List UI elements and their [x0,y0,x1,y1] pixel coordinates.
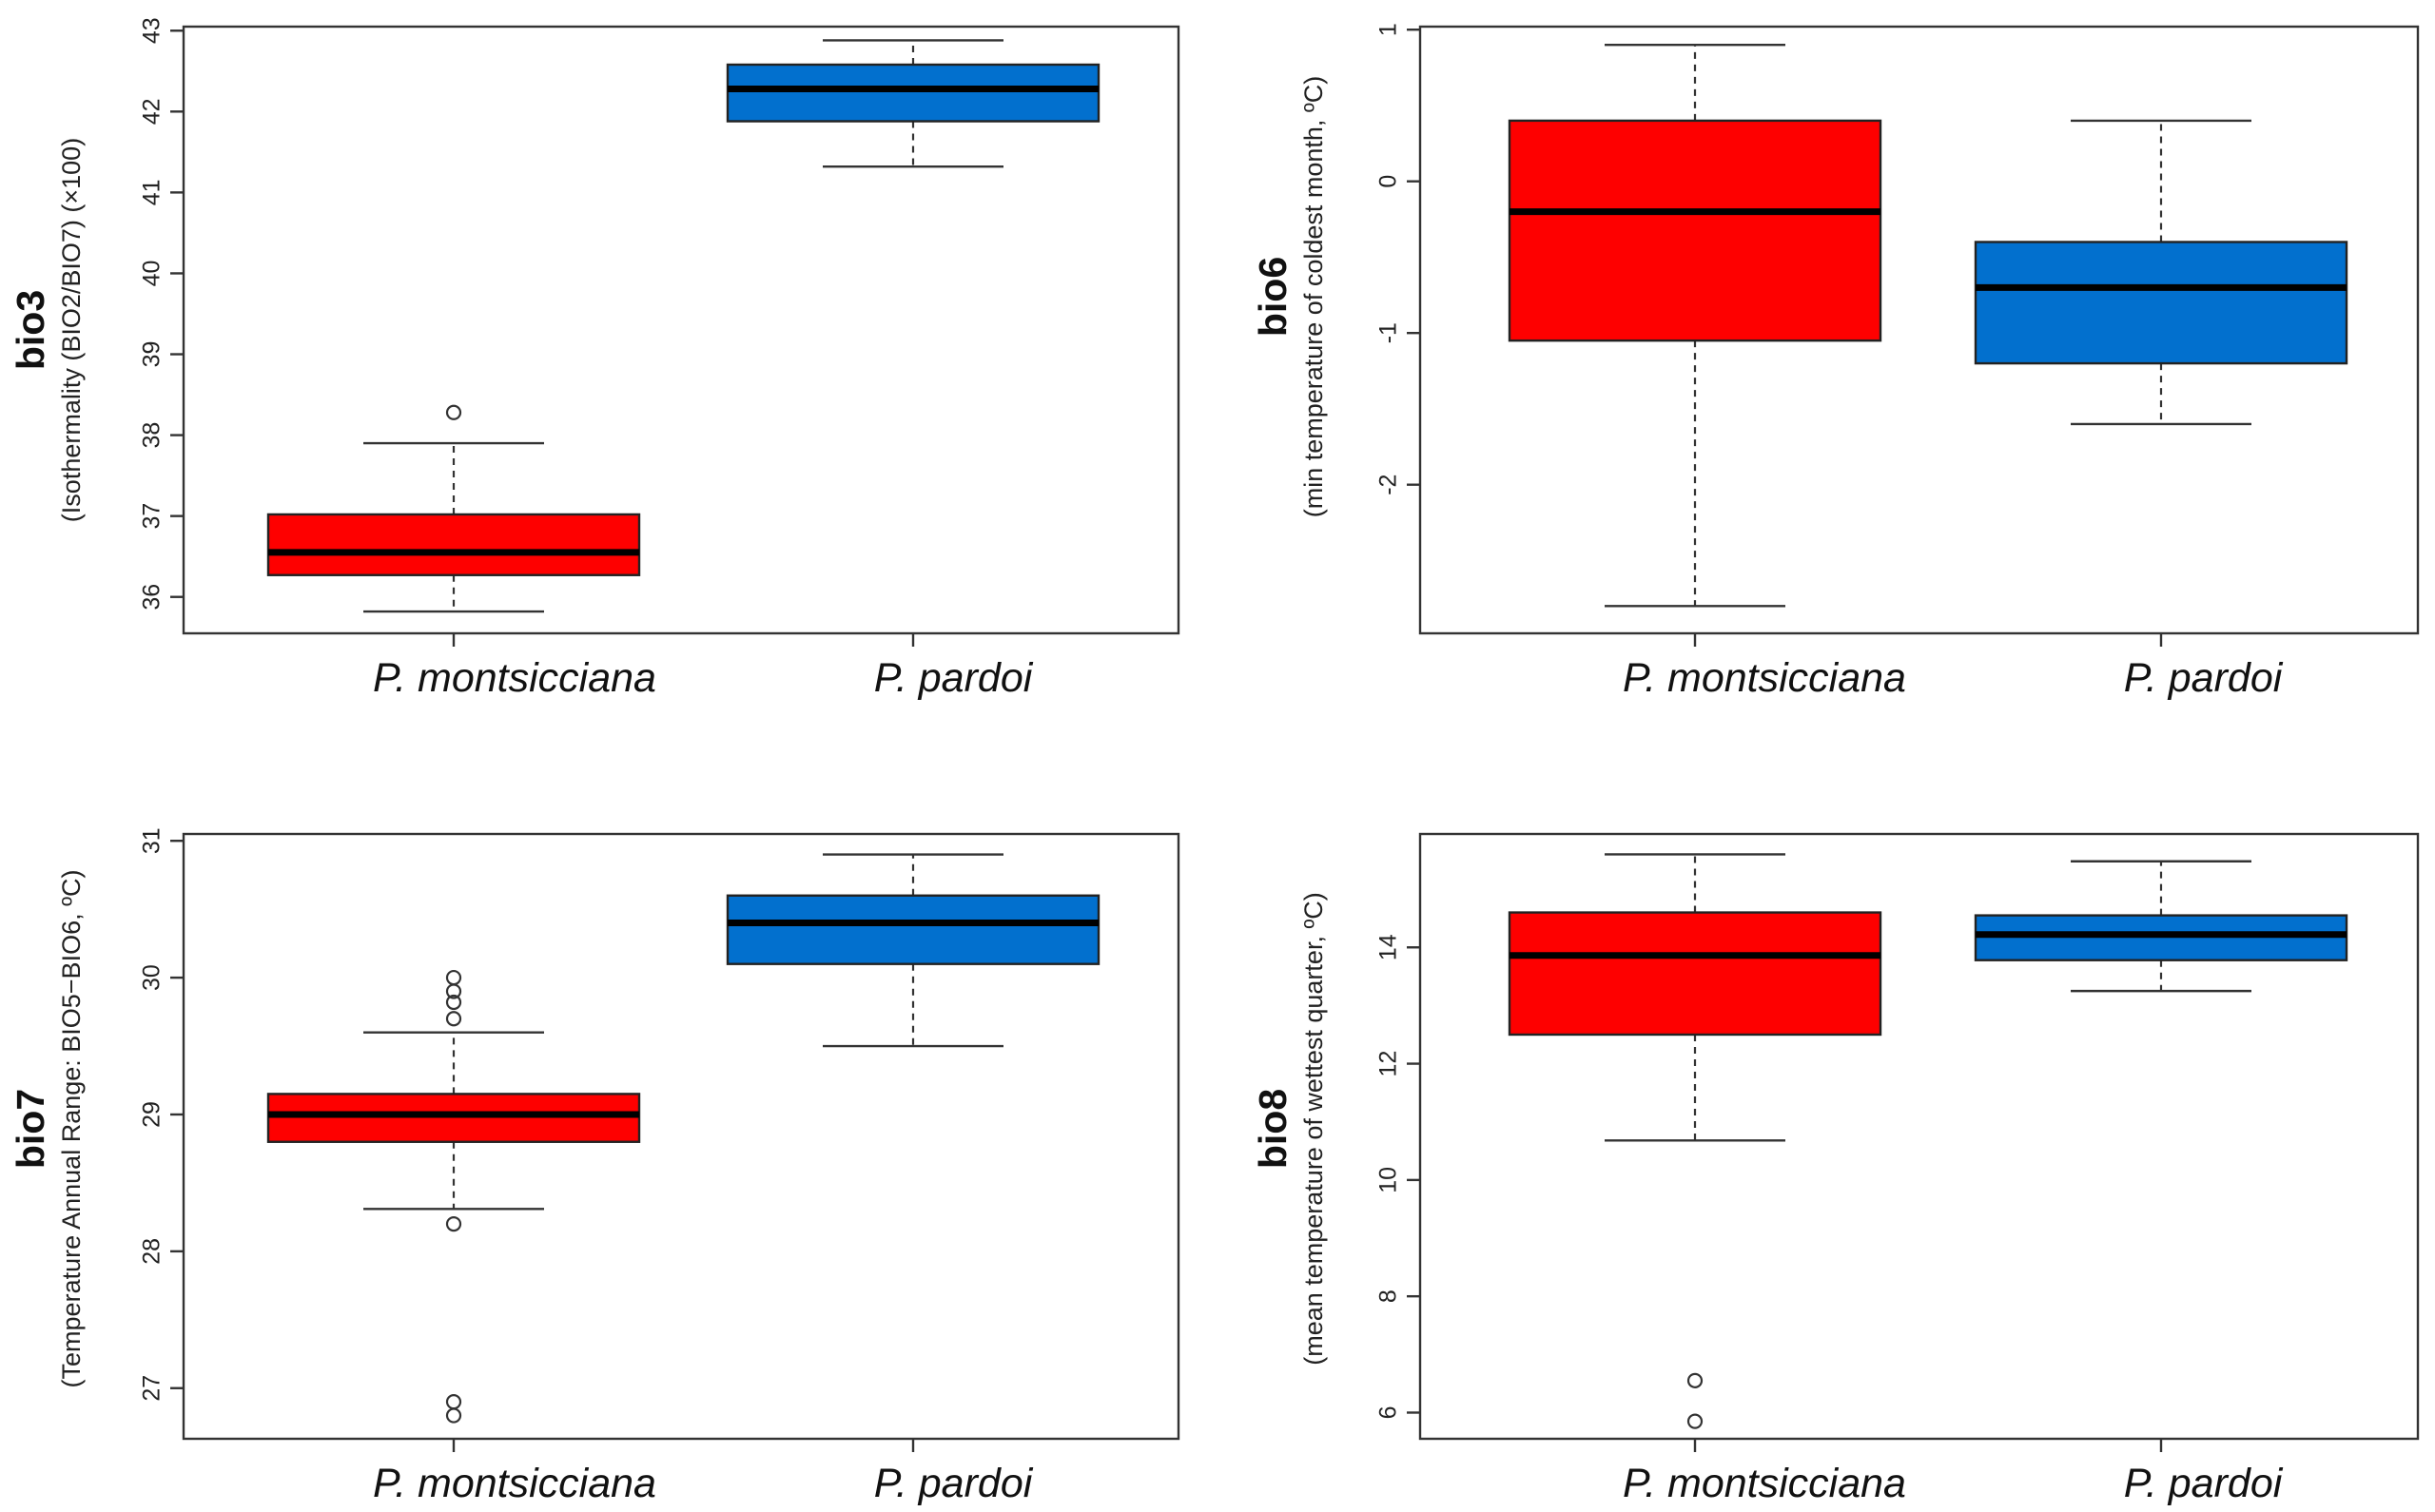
x-category-label: P. pardoi [2124,1461,2284,1506]
y-tick-label: 40 [139,261,166,287]
y-axis-title: bio6 [1251,257,1295,337]
box-montsicciana [266,969,641,1424]
y-tick-label: 41 [139,179,166,205]
y-tick-label: 1 [1375,23,1402,36]
y-tick-label: 30 [139,964,166,991]
y-axis-subtitle: (mean temperature of wettest quarter, ºC… [1299,892,1328,1366]
box-pardoi [1974,119,2348,426]
y-tick-label: 36 [139,584,166,611]
y-axis-title: bio7 [9,1089,52,1169]
y-axis-subtitle: (Temperature Annual Range: BIO5−BIO6, ºC… [57,870,86,1388]
y-tick-label: 27 [139,1375,166,1402]
y-axis-title: bio3 [9,290,52,370]
box-montsicciana [266,404,641,613]
x-category-label: P. pardoi [2124,655,2284,701]
iqr-box [726,63,1101,123]
y-tick-label: 42 [139,98,166,125]
panel-bio3: bio3 (Isothermality (BIO2/BIO7) (×100) 3… [9,17,1180,701]
outlier-point [445,994,462,1011]
y-tick-label: 39 [139,341,166,368]
outlier-point [445,1394,462,1410]
iqr-box [1974,241,2348,365]
iqr-box [1508,911,1882,1037]
outlier-point [445,1407,462,1424]
y-tick-label: 37 [139,503,166,530]
plot-frame [182,832,1180,1441]
y-axis-subtitle: (Isothermality (BIO2/BIO7) (×100) [57,138,86,522]
y-tick-label: 14 [1375,934,1402,960]
x-category-label: P. montsicciana [1623,1461,1906,1506]
y-tick-label: 38 [139,422,166,449]
y-tick-label: 0 [1375,175,1402,188]
x-category-label: P. montsicciana [373,655,656,701]
box-pardoi [1974,860,2348,993]
iqr-box [266,1093,641,1143]
panel-bio6: bio6 (min temperature of coldest month, … [1251,23,2420,701]
x-category-label: P. montsicciana [373,1461,656,1506]
outlier-point [1686,1372,1704,1388]
box-pardoi [726,853,1101,1048]
outlier-point [1686,1413,1704,1429]
y-axis-subtitle: (min temperature of coldest month, ºC) [1299,76,1328,518]
iqr-box [1508,119,1882,342]
panel-bio8: bio8 (mean temperature of wettest quarte… [1251,832,2420,1506]
box-montsicciana [1508,43,1882,608]
plot-frame [1418,25,2420,635]
x-category-label: P. pardoi [874,1461,1034,1506]
outlier-point [445,404,462,420]
y-tick-label: 12 [1375,1051,1402,1077]
y-tick-label: 29 [139,1101,166,1128]
box-montsicciana [1508,853,1882,1429]
x-category-label: P. pardoi [874,655,1034,701]
y-tick-label: 6 [1375,1406,1402,1420]
plot-frame [182,25,1180,635]
y-axis-title: bio8 [1251,1089,1295,1169]
iqr-box [266,513,641,576]
outlier-point [445,983,462,999]
panel-bio7: bio7 (Temperature Annual Range: BIO5−BIO… [9,827,1180,1506]
y-tick-label: 8 [1375,1289,1402,1303]
outlier-point [445,1011,462,1027]
y-tick-label: 31 [139,827,166,854]
outlier-point [445,969,462,986]
iqr-box [726,894,1101,965]
y-tick-label: 43 [139,17,166,44]
y-tick-label: -1 [1375,322,1402,343]
box-pardoi [726,39,1101,168]
outlier-point [445,1215,462,1232]
y-tick-label: -2 [1375,475,1402,495]
plot-frame [1418,832,2420,1441]
x-category-label: P. montsicciana [1623,655,1906,701]
y-tick-label: 10 [1375,1167,1402,1193]
y-tick-label: 28 [139,1238,166,1265]
